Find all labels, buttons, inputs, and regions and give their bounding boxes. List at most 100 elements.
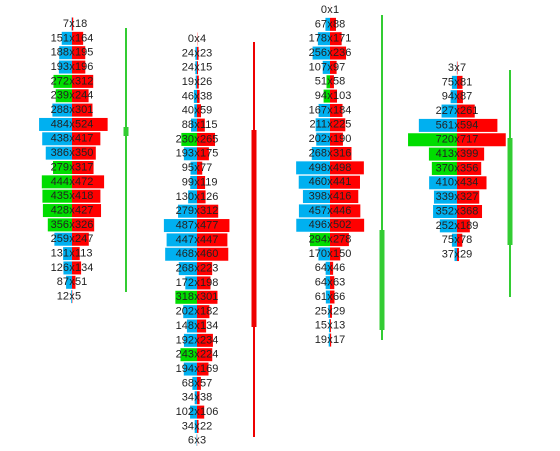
bid-label: 288 [51, 104, 69, 116]
bid-label: 256 [309, 47, 327, 59]
bid-label: 294 [309, 234, 327, 246]
ask-label: 134 [75, 262, 93, 274]
candle-body [380, 230, 385, 330]
bid-label: 64 [315, 277, 327, 289]
ask-label: 368 [460, 205, 478, 217]
ask-label: 29 [333, 305, 345, 317]
bid-label: 34 [182, 420, 194, 432]
ask-label: 312 [200, 205, 218, 217]
ask-label: 81 [460, 76, 472, 88]
ask-label: 113 [75, 248, 93, 260]
bid-label: 192 [176, 334, 194, 346]
bid-label: 188 [51, 47, 69, 59]
candle-body [252, 130, 257, 327]
ask-label: 38 [200, 90, 212, 102]
ask-label: 195 [75, 47, 93, 59]
bid-label: 243 [176, 349, 194, 361]
ask-label: 234 [200, 334, 218, 346]
bid-label: 468 [176, 248, 194, 260]
ask-label: 196 [75, 61, 93, 73]
bid-label: 130 [176, 191, 194, 203]
ask-label: 265 [200, 133, 218, 145]
ask-label: 1 [333, 4, 339, 16]
ask-label: 472 [75, 176, 93, 188]
ask-label: 460 [200, 248, 218, 260]
bid-label: 279 [51, 161, 69, 173]
ask-label: 447 [200, 234, 218, 246]
bid-label: 107 [309, 61, 327, 73]
bid-label: 94 [315, 90, 327, 102]
ask-label: 5 [75, 291, 81, 303]
bid-label: 386 [51, 147, 69, 159]
bid-label: 410 [436, 177, 454, 189]
bid-label: 148 [176, 320, 194, 332]
bid-label: 339 [436, 191, 454, 203]
ask-label: 356 [460, 162, 478, 174]
bid-label: 34 [182, 392, 194, 404]
bid-label: 0 [188, 33, 194, 45]
ask-label: 416 [333, 190, 351, 202]
bid-label: 37 [442, 248, 454, 260]
bid-label: 40 [182, 105, 194, 117]
bid-label: 239 [51, 90, 69, 102]
bid-label: 279 [176, 205, 194, 217]
bid-label: 7 [63, 18, 69, 30]
bid-label: 131 [51, 248, 69, 260]
ask-label: 326 [75, 219, 93, 231]
bid-label: 272 [51, 75, 69, 87]
ask-label: 441 [333, 176, 351, 188]
ask-label: 119 [200, 176, 218, 188]
bid-label: 318 [176, 291, 194, 303]
bid-label: 202 [176, 306, 194, 318]
bid-label: 3 [448, 62, 454, 74]
ask-label: 38 [200, 392, 212, 404]
bid-label: 75 [442, 234, 454, 246]
ask-label: 224 [200, 349, 218, 361]
ask-label: 301 [75, 104, 93, 116]
bid-label: 230 [176, 133, 194, 145]
bid-label: 24 [182, 62, 194, 74]
bid-label: 87 [57, 276, 69, 288]
ask-label: 175 [200, 148, 218, 160]
ask-label: 427 [75, 204, 93, 216]
ask-label: 236 [333, 47, 351, 59]
bid-label: 193 [51, 61, 69, 73]
ask-label: 26 [200, 76, 212, 88]
ask-label: 115 [200, 119, 218, 131]
ask-label: 477 [200, 219, 218, 231]
ask-label: 502 [333, 219, 351, 231]
ask-label: 88 [333, 18, 345, 30]
bid-label: 561 [436, 119, 454, 131]
ask-label: 23 [200, 47, 212, 59]
ask-label: 13 [333, 320, 345, 332]
bid-label: 227 [436, 105, 454, 117]
ask-label: 198 [200, 277, 218, 289]
ask-label: 498 [333, 162, 351, 174]
ask-label: 350 [75, 147, 93, 159]
bid-label: 170 [309, 248, 327, 260]
bid-label: 94 [442, 91, 454, 103]
bid-label: 151 [51, 32, 69, 44]
ask-label: 29 [460, 248, 472, 260]
ask-label: 126 [200, 191, 218, 203]
bid-label: 19 [182, 76, 194, 88]
bid-label: 61 [315, 291, 327, 303]
bid-label: 178 [309, 33, 327, 45]
bid-label: 126 [51, 262, 69, 274]
bid-label: 68 [182, 377, 194, 389]
ask-label: 717 [460, 134, 478, 146]
ask-label: 223 [200, 263, 218, 275]
bid-label: 370 [436, 162, 454, 174]
bid-label: 24 [182, 47, 194, 59]
ask-label: 134 [200, 320, 218, 332]
bid-label: 0 [321, 4, 327, 16]
ask-label: 4 [200, 33, 206, 45]
ask-label: 18 [75, 18, 87, 30]
ask-label: 87 [460, 91, 472, 103]
ask-label: 189 [460, 220, 478, 232]
bid-label: 6 [188, 435, 194, 446]
ask-label: 169 [200, 363, 218, 375]
ask-label: 66 [333, 291, 345, 303]
bid-label: 259 [51, 233, 69, 245]
